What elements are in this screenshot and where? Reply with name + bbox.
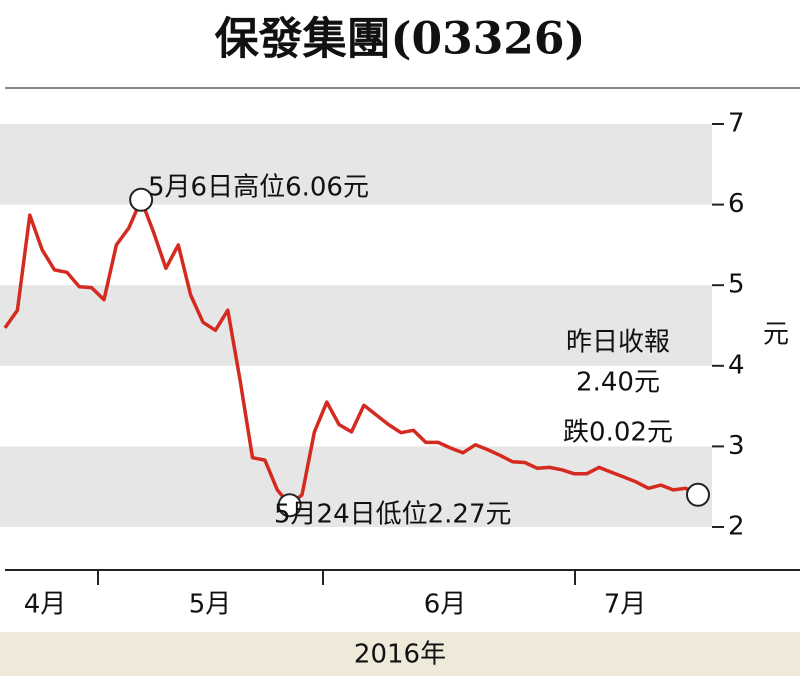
grid-band [0, 124, 712, 205]
month-label: 5月 [189, 590, 232, 620]
grid-band [0, 285, 712, 366]
y-axis-label: 元 [763, 320, 789, 350]
price-line [3, 198, 699, 507]
annotation: 5月6日高位6.06元 [148, 173, 369, 203]
month-label: 7月 [604, 590, 647, 620]
marker [129, 187, 154, 212]
annotation: 2.40元 [576, 368, 660, 398]
annotation: 昨日收報 [566, 328, 670, 358]
grid-band [0, 446, 712, 527]
month-label: 6月 [424, 590, 467, 620]
annotation: 5月24日低位2.27元 [274, 500, 512, 530]
y-tick-label: 4 [728, 350, 745, 380]
year-band [0, 632, 800, 676]
y-tick-label: 2 [728, 512, 745, 542]
marker [686, 482, 710, 507]
annotation: 跌0.02元 [563, 418, 673, 448]
y-tick-label: 6 [728, 189, 745, 219]
month-label: 4月 [24, 590, 67, 620]
year-label: 2016年 [354, 640, 446, 670]
marker [277, 493, 302, 518]
y-tick-label: 3 [728, 431, 745, 461]
chart-title: 保發集團(03326) [215, 14, 586, 65]
y-tick-label: 7 [728, 109, 745, 139]
y-tick-label: 5 [728, 270, 745, 300]
